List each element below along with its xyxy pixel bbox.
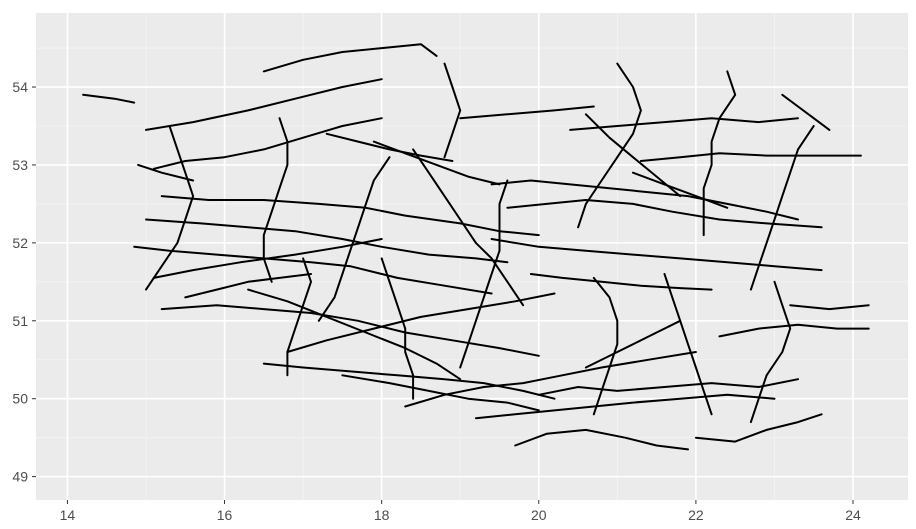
road-line-11 <box>247 288 462 381</box>
road-line-13 <box>262 362 556 400</box>
road-line-20 <box>490 179 799 221</box>
road-line-18 <box>514 428 689 451</box>
road-line-19 <box>694 413 823 443</box>
road-line-46 <box>584 113 682 198</box>
road-line-9 <box>152 238 383 279</box>
road-line-10 <box>160 304 540 357</box>
y-tick-label: 51 <box>12 313 28 329</box>
road-line-47 <box>781 93 831 131</box>
road-line-41 <box>529 273 713 291</box>
road-line-49 <box>325 132 454 162</box>
x-tick-label: 24 <box>845 507 861 523</box>
road-line-26 <box>577 62 642 229</box>
road-line-43 <box>718 323 870 338</box>
road-line-1 <box>82 93 136 104</box>
x-tick-label: 14 <box>60 507 76 523</box>
road-line-39 <box>286 257 312 377</box>
road-line-21 <box>506 199 823 229</box>
road-line-8 <box>133 245 493 295</box>
x-tick-label: 22 <box>688 507 704 523</box>
road-line-24 <box>459 105 595 120</box>
x-axis: 14 16 18 20 22 24 <box>60 500 861 523</box>
road-line-38 <box>380 257 415 400</box>
road-line-5 <box>262 43 438 73</box>
road-line-6 <box>160 195 540 237</box>
road-line-22 <box>490 238 823 272</box>
road-line-34 <box>459 179 509 369</box>
x-tick-label: 20 <box>531 507 547 523</box>
road-network <box>82 43 870 451</box>
road-line-27 <box>702 70 737 237</box>
road-line-42 <box>789 304 870 311</box>
road-line-32 <box>145 125 195 291</box>
road-line-40 <box>184 273 312 299</box>
road-line-16 <box>474 393 776 420</box>
road-line-29 <box>412 148 525 307</box>
road-line-35 <box>592 276 619 416</box>
road-line-17 <box>537 378 799 396</box>
road-line-25 <box>639 152 862 162</box>
y-tick-label: 52 <box>12 235 28 251</box>
y-tick-label: 50 <box>12 391 28 407</box>
y-tick-label: 53 <box>12 157 28 173</box>
road-line-28 <box>749 125 815 291</box>
road-line-45 <box>632 171 729 209</box>
road-line-2 <box>145 78 383 131</box>
road-line-36 <box>663 273 713 416</box>
y-axis: 49 50 51 52 53 54 <box>12 79 36 485</box>
road-line-12 <box>286 292 556 353</box>
y-tick-label: 49 <box>12 469 28 485</box>
road-line-31 <box>262 117 289 283</box>
x-tick-label: 16 <box>217 507 233 523</box>
road-line-7 <box>145 218 509 264</box>
road-line-33 <box>443 62 462 159</box>
y-tick-label: 54 <box>12 79 28 95</box>
road-line-30 <box>317 156 391 322</box>
road-line-4 <box>152 117 383 170</box>
road-line-37 <box>749 280 792 424</box>
road-line-44 <box>584 319 682 369</box>
road-line-3 <box>137 163 195 182</box>
road-line-23 <box>569 117 799 131</box>
road-line-15 <box>404 351 697 408</box>
road-line-48 <box>372 140 501 186</box>
x-tick-label: 18 <box>374 507 390 523</box>
